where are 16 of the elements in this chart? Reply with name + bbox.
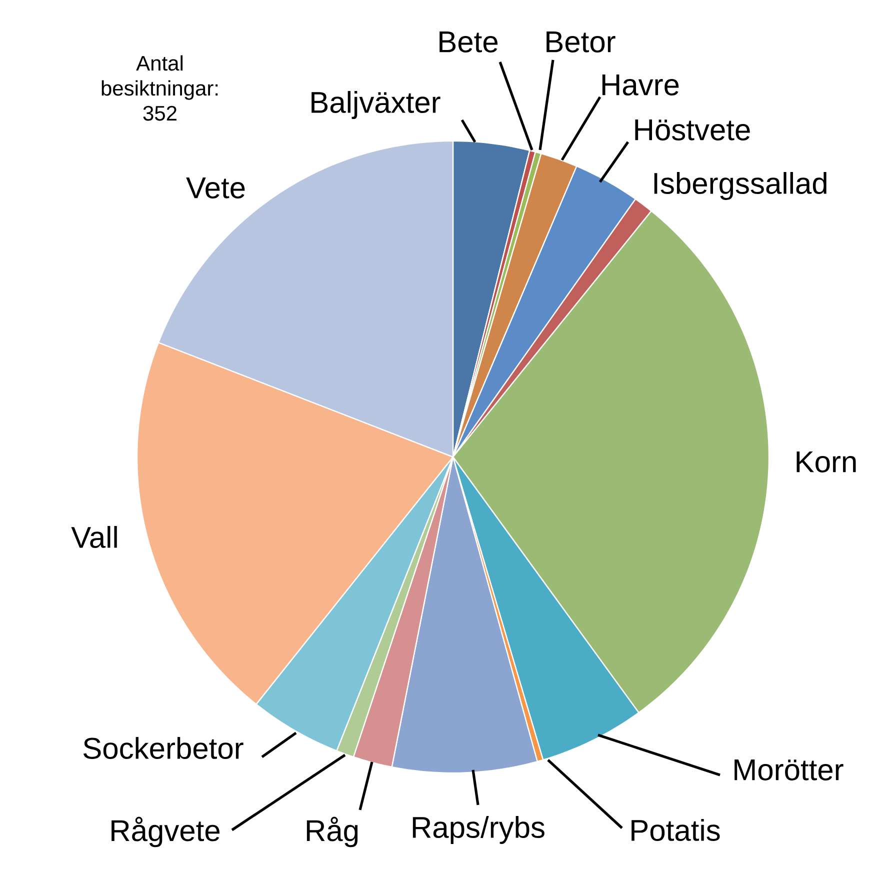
slice-label: Vete xyxy=(186,178,245,198)
slice-label: Bete xyxy=(440,32,498,52)
slice-label: Höstvete xyxy=(635,120,750,140)
slice-label: Havre xyxy=(602,74,679,96)
slice-label: Korn xyxy=(796,452,856,472)
slice-label: Isbergssallad xyxy=(654,172,826,200)
slice-label: Betor xyxy=(546,32,616,52)
slice-label: Sockerbetor xyxy=(83,736,244,759)
slice-label: Rågvete xyxy=(112,816,220,848)
slice-label: Råg xyxy=(306,816,358,848)
slice-label: Raps/rybs xyxy=(412,816,544,844)
slice-label: Potatis xyxy=(632,818,720,841)
text: Antal besiktningar: 352 xyxy=(102,55,218,121)
slice-label: Vall xyxy=(71,526,117,548)
slice-label: Baljväxter xyxy=(312,91,440,119)
slice-label: Morötter xyxy=(734,760,844,780)
